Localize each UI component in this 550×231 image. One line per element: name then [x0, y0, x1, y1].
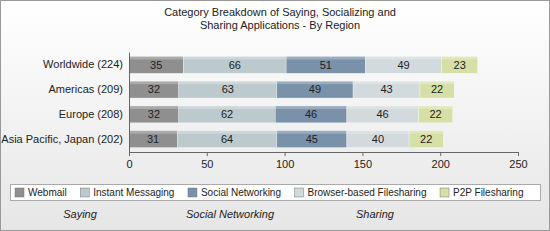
- tick: Europe (208): [59, 108, 129, 120]
- annotation: Saying: [63, 208, 98, 220]
- tick-mark: [129, 152, 130, 156]
- legend-swatch: [295, 188, 304, 197]
- bar-segment: [183, 56, 286, 73]
- data-label: 32: [148, 108, 160, 120]
- data-labels: 35 32 32 31 66 63 62 64 51 49 46 45 49 43 46 40 23 22 22 22: [147, 59, 466, 145]
- tick-label: 100: [276, 158, 294, 170]
- bar-segment: [177, 131, 277, 148]
- tick: 150: [354, 152, 372, 170]
- legend-entry: Instant Messaging: [80, 187, 174, 198]
- tick-label: 50: [201, 158, 213, 170]
- tick-mark: [207, 152, 208, 156]
- data-label: 32: [148, 83, 160, 95]
- tick: Worldwide (224): [43, 58, 129, 70]
- data-label: 22: [420, 133, 432, 145]
- legend-box: [11, 185, 541, 201]
- bar-segment: [409, 131, 443, 148]
- legend-label: Instant Messaging: [93, 187, 174, 198]
- bar-segment: [275, 106, 347, 123]
- data-label: 49: [398, 59, 410, 71]
- axis-line: [129, 53, 130, 153]
- tick: Americas (209): [48, 83, 129, 95]
- data-label: 35: [150, 59, 162, 71]
- chart: Category Breakdown of Saying, Socializin…: [0, 0, 550, 231]
- data-label: 63: [222, 83, 234, 95]
- tick: 200: [432, 152, 450, 170]
- axis-line: [130, 153, 519, 157]
- tick-mark: [518, 152, 519, 156]
- bar-segment: [420, 81, 454, 98]
- bar-segment: [286, 56, 365, 73]
- legend-label: Social Networking: [201, 187, 281, 198]
- tick-label: 200: [432, 158, 450, 170]
- legend-label: Browser-based Filesharing: [308, 187, 427, 198]
- legend-label: P2P Filesharing: [453, 187, 523, 198]
- tick-label: 0: [126, 158, 132, 170]
- tick: 100: [276, 152, 294, 170]
- legend-label: Webmail: [28, 187, 67, 198]
- x-axis: 0 50 100 150 200 250: [126, 152, 527, 170]
- legend-entry: P2P Filesharing: [440, 187, 523, 198]
- bars: [129, 56, 478, 147]
- legend-swatch: [15, 188, 24, 197]
- y-axis: Worldwide (224) Americas (209) Europe (208…: [1, 53, 129, 153]
- data-label: 46: [305, 108, 317, 120]
- category-label: Asia Pacific, Japan (202): [1, 133, 123, 145]
- bar-segment: [277, 131, 347, 148]
- legend-swatch: [188, 188, 197, 197]
- data-label: 62: [221, 108, 233, 120]
- legend-entry: Social Networking: [188, 187, 281, 198]
- tick: Asia Pacific, Japan (202): [1, 133, 129, 145]
- tick: 50: [201, 152, 213, 170]
- annotation: Sharing: [356, 208, 395, 220]
- bar-segment: [366, 56, 442, 73]
- data-label: 43: [380, 83, 392, 95]
- bar-segment: [179, 106, 275, 123]
- bar-segment: [347, 106, 419, 123]
- tick: 250: [509, 152, 527, 170]
- bar-segment: [129, 56, 183, 73]
- data-label: 22: [429, 108, 441, 120]
- bar-segment: [353, 81, 420, 98]
- legend-entry: Webmail: [15, 187, 67, 198]
- data-label: 45: [306, 133, 318, 145]
- data-label: 23: [454, 59, 466, 71]
- data-label: 49: [309, 83, 321, 95]
- category-label: Worldwide (224): [43, 58, 123, 70]
- data-label: 64: [221, 133, 233, 145]
- legend-swatch: [440, 188, 449, 197]
- legend-swatch: [80, 188, 89, 197]
- tick: 0: [126, 152, 132, 170]
- bar-segment: [129, 106, 179, 123]
- tick-label: 250: [509, 158, 527, 170]
- data-label: 51: [320, 59, 332, 71]
- data-label: 31: [147, 133, 159, 145]
- category-label: Europe (208): [59, 108, 123, 120]
- tick-mark: [440, 152, 441, 156]
- bar-segment: [179, 81, 277, 98]
- title: Category Breakdown of Saying, Socializin…: [164, 6, 396, 31]
- legend: Webmail Instant Messaging Social Networkin…: [11, 185, 541, 201]
- legend-entry: Browser-based Filesharing: [295, 187, 427, 198]
- bar-segment: [277, 81, 353, 98]
- bar-segment: [442, 56, 478, 73]
- tick-mark: [285, 152, 286, 156]
- category-label: Americas (209): [48, 83, 123, 95]
- data-label: 40: [372, 133, 384, 145]
- tick-mark: [362, 152, 363, 156]
- bar-segment: [418, 106, 452, 123]
- annotation: Social Networking: [186, 208, 275, 220]
- tick-label: 150: [354, 158, 372, 170]
- data-label: 46: [377, 108, 389, 120]
- bar-segment: [347, 131, 409, 148]
- bar-segment: [129, 81, 179, 98]
- data-label: 22: [431, 83, 443, 95]
- data-label: 66: [229, 59, 241, 71]
- background: [1, 1, 550, 231]
- bar-segment: [129, 131, 177, 148]
